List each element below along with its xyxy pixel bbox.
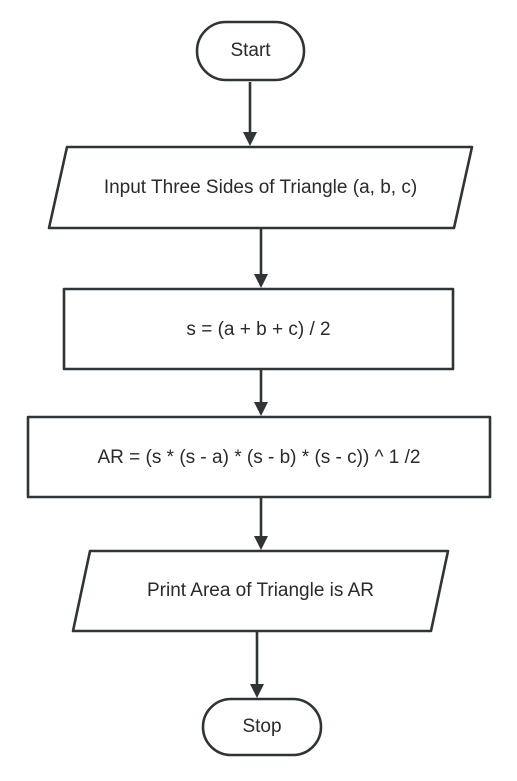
semi-perimeter-node: s = (a + b + c) / 2	[62, 287, 455, 371]
start-terminator-shape	[195, 20, 306, 82]
connector-input-to-semi-perimeter	[254, 229, 268, 288]
semi-perimeter-label: s = (a + b + c) / 2	[186, 319, 330, 340]
start-label: Start	[230, 40, 271, 61]
print-label: Print Area of Triangle is AR	[147, 580, 374, 601]
area-process-shape	[26, 415, 492, 499]
connector-semi-perimeter-to-area	[254, 370, 268, 416]
input-node: Input Three Sides of Triangle (a, b, c)	[47, 145, 474, 230]
area-node: AR = (s * (s - a) * (s - b) * (s - c)) ^…	[26, 415, 492, 499]
input-label: Input Three Sides of Triangle (a, b, c)	[104, 177, 417, 198]
connectors	[243, 82, 268, 698]
stop-node: Stop	[201, 697, 323, 757]
connector-area-to-print	[254, 498, 268, 550]
stop-terminator-shape	[201, 697, 323, 757]
area-label: AR = (s * (s - a) * (s - b) * (s - c)) ^…	[98, 447, 421, 468]
semi-perimeter-process-shape	[62, 287, 455, 371]
input-parallelogram-shape	[47, 145, 474, 230]
start-node: Start	[195, 20, 306, 82]
connector-print-to-stop	[250, 632, 264, 698]
print-parallelogram-shape	[71, 549, 450, 633]
print-node: Print Area of Triangle is AR	[71, 549, 450, 633]
connector-start-to-input	[243, 82, 257, 146]
stop-label: Stop	[242, 716, 281, 737]
